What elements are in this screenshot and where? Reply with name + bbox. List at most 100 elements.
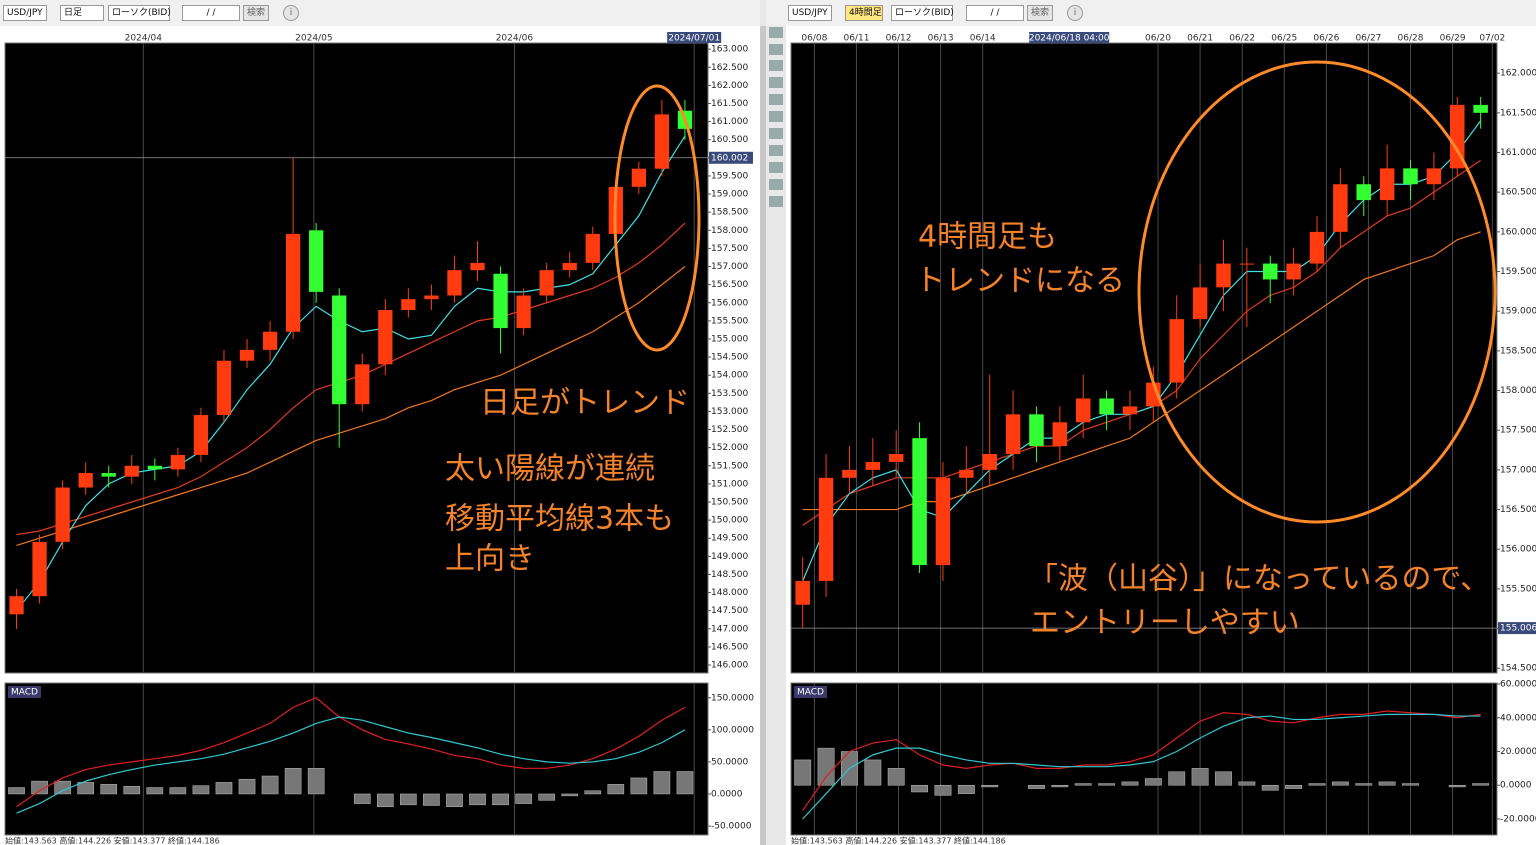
histogram-bar <box>1051 784 1069 788</box>
macd-line <box>16 716 686 814</box>
annotation: 太い陽線が連続 <box>445 452 655 487</box>
tool-column <box>766 26 786 845</box>
histogram-bar <box>561 793 579 797</box>
histogram-bar <box>446 793 463 808</box>
histogram-bar <box>538 793 555 801</box>
candle-body <box>888 454 904 462</box>
tool-icon[interactable] <box>769 27 783 38</box>
histogram-bar <box>630 777 648 795</box>
histogram-bar <box>653 771 671 795</box>
y-tick-label: 152.000 <box>711 443 748 453</box>
y-tick-label: 151.000 <box>711 479 748 489</box>
candle-body <box>562 262 577 271</box>
plot-area <box>4 42 709 674</box>
y-tick-label: -20.0000 <box>1500 814 1536 824</box>
search-button[interactable]: 検索 <box>1027 5 1054 21</box>
y-tick-label: 154.000 <box>711 371 748 381</box>
y-tick-label: 154.500 <box>711 353 748 363</box>
candle-body <box>55 487 70 542</box>
candle-body <box>516 295 531 329</box>
x-tick-label: 06/28 <box>1398 34 1424 44</box>
tool-icon[interactable] <box>769 111 783 122</box>
histogram-bar <box>981 784 999 788</box>
tool-icon[interactable] <box>769 162 783 173</box>
histogram-bar <box>911 784 929 793</box>
x-tick-label: 06/14 <box>970 34 996 44</box>
y-tick-label: 157.000 <box>711 262 748 272</box>
y-tick-label: 148.500 <box>711 570 748 580</box>
tool-icon[interactable] <box>769 77 783 88</box>
histogram-bar <box>146 787 164 795</box>
crosshair-x-label: 2024/06/18 04:00 <box>1029 34 1110 44</box>
tool-icon[interactable] <box>769 196 783 207</box>
histogram-bar <box>1144 778 1162 786</box>
y-tick-label: 152.500 <box>711 425 748 435</box>
candle-body <box>78 473 93 488</box>
y-tick-label: 154.500 <box>1500 664 1536 674</box>
candle-body <box>1426 168 1442 185</box>
y-tick-label: -50.0000 <box>711 822 752 832</box>
candle-body <box>1099 398 1114 415</box>
histogram-bar <box>584 790 602 795</box>
tool-icon[interactable] <box>769 44 783 55</box>
candle-body <box>1262 263 1278 280</box>
candle-body <box>842 469 857 478</box>
candle-body <box>101 473 116 477</box>
price-type-select[interactable]: ローソク(BID) <box>108 5 171 21</box>
y-tick-label: 158.500 <box>1500 346 1536 356</box>
tool-icon[interactable] <box>769 94 783 105</box>
histogram-bar <box>261 775 279 795</box>
histogram-bar <box>100 784 118 795</box>
histogram-bar <box>215 782 233 795</box>
y-tick-label: 155.500 <box>711 316 748 326</box>
candle-body <box>447 270 462 296</box>
x-tick-label: 06/25 <box>1271 34 1297 44</box>
panel-title: MACD <box>11 688 38 698</box>
symbol-select[interactable]: USD/JPY <box>3 5 47 21</box>
search-button[interactable]: 検索 <box>243 5 270 21</box>
macd-line <box>802 710 1481 811</box>
x-tick-label: 06/26 <box>1313 34 1339 44</box>
y-tick-label: 147.500 <box>711 606 748 616</box>
y-tick-label: 160.500 <box>1500 188 1536 198</box>
histogram-bar <box>864 759 882 786</box>
info-button[interactable]: i <box>1067 5 1083 21</box>
tool-icon[interactable] <box>769 128 783 139</box>
y-tick-label: 153.500 <box>711 389 748 399</box>
highlight-ellipse <box>613 84 701 352</box>
tool-icon[interactable] <box>769 179 783 190</box>
histogram-bar <box>1191 768 1209 786</box>
histogram-bar <box>1261 784 1279 791</box>
candle-body <box>1450 104 1465 169</box>
tool-icon[interactable] <box>769 60 783 71</box>
histogram-bar <box>123 786 141 795</box>
info-button[interactable]: i <box>283 5 299 21</box>
histogram-bar <box>1168 771 1186 786</box>
annotation: 日足がトレンド <box>480 386 690 421</box>
highlight-ellipse <box>1137 60 1497 524</box>
x-tick-label: 06/13 <box>928 34 954 44</box>
histogram-bar <box>1028 784 1045 789</box>
tool-icon[interactable] <box>769 145 783 156</box>
candle-body <box>1005 414 1021 455</box>
histogram-bar <box>1308 783 1326 786</box>
candle-body <box>631 168 646 187</box>
candle-body <box>378 309 393 365</box>
candle-body <box>262 331 278 350</box>
crosshair-label: 160.002 <box>711 153 748 163</box>
candle-body <box>912 438 927 566</box>
candle-body <box>147 465 162 470</box>
histogram-bar <box>1098 783 1116 786</box>
annotation: 上向き <box>445 542 535 577</box>
date-input[interactable]: / / <box>966 5 1024 21</box>
candle-body <box>309 230 324 292</box>
y-tick-label: 159.500 <box>1500 267 1536 277</box>
symbol-select[interactable]: USD/JPY <box>788 5 832 21</box>
period-select[interactable]: 4時間足 <box>845 5 883 21</box>
date-input[interactable]: / / <box>182 5 240 21</box>
candle-body <box>1309 231 1325 264</box>
period-select[interactable]: 日足 <box>60 5 104 21</box>
price-type-select[interactable]: ローソク(BID) <box>891 5 954 21</box>
